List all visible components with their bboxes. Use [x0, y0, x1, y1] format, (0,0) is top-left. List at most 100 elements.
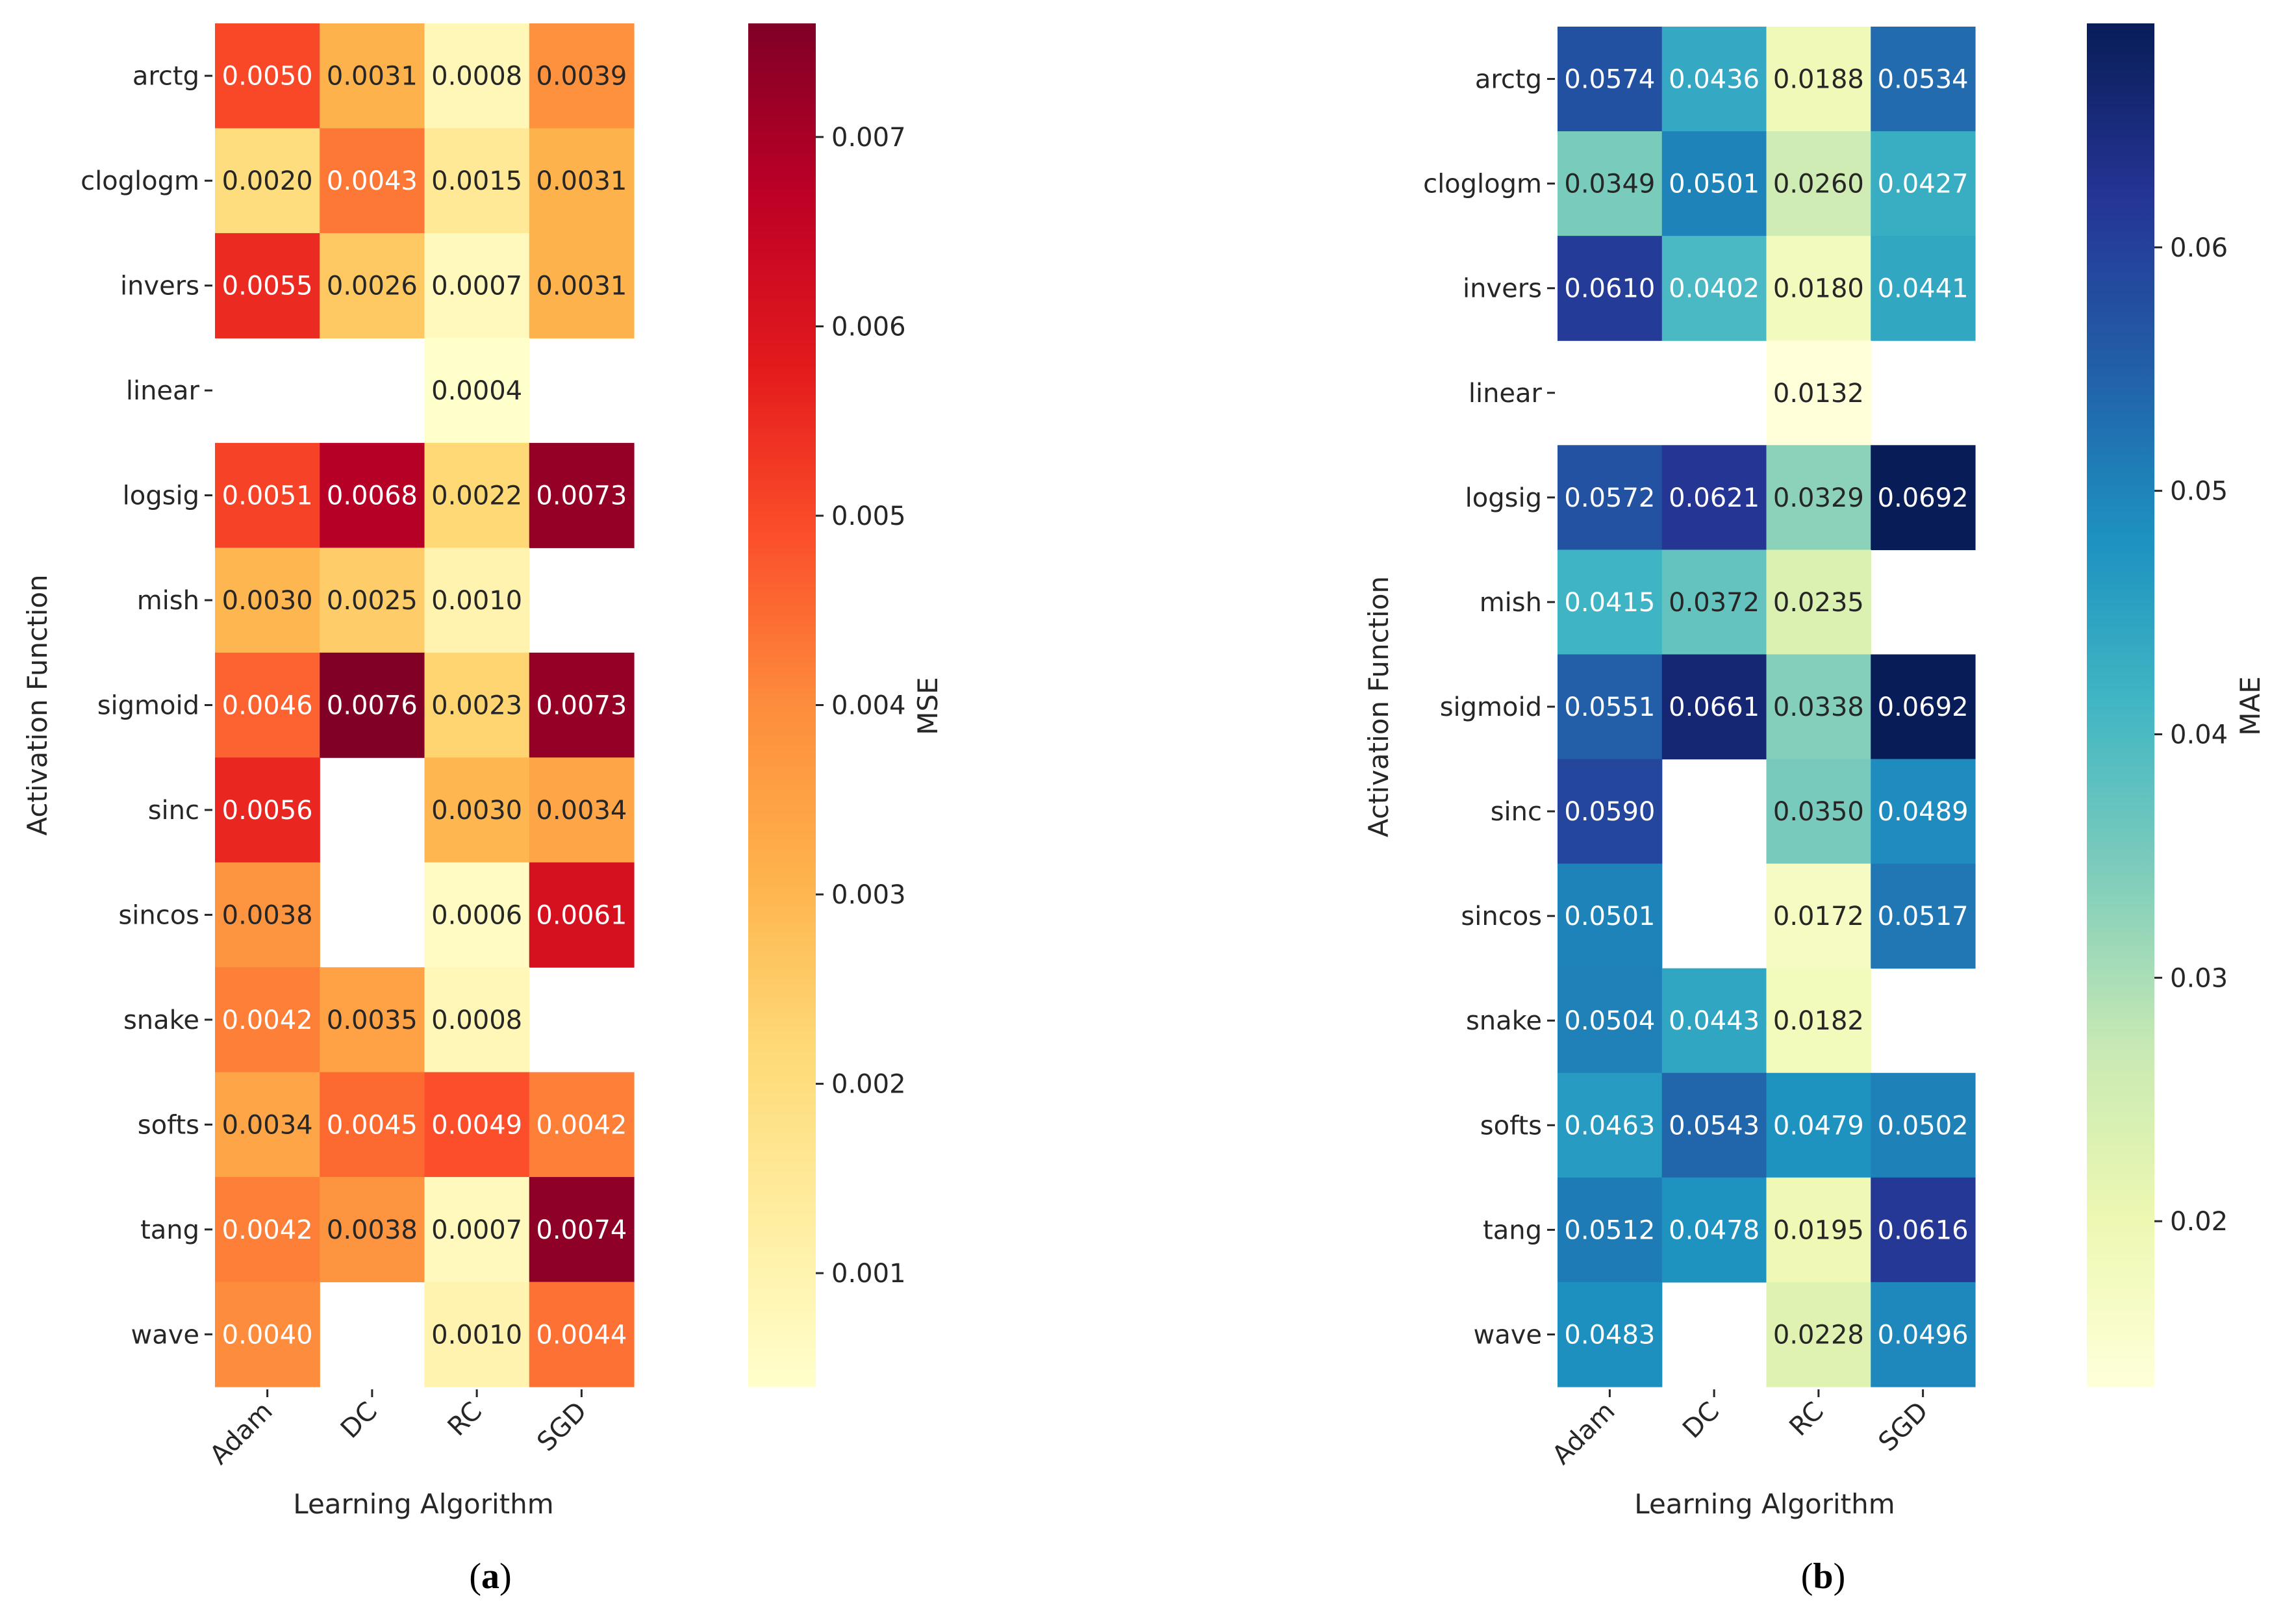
- cell-value-label: 0.0188: [1773, 65, 1864, 95]
- cell-value-label: 0.0478: [1669, 1215, 1760, 1245]
- cell-value-label: 0.0008: [431, 1005, 522, 1035]
- y-tick-label: softs: [138, 1110, 199, 1140]
- heatmap-cell: [424, 1072, 530, 1178]
- colorbar-tick-label: 0.001: [831, 1259, 906, 1289]
- x-tick-label: RC: [442, 1397, 488, 1443]
- colorbar-tick-label: 0.04: [2170, 720, 2228, 750]
- cell-value-label: 0.0436: [1669, 65, 1760, 95]
- panel-caption: (a): [469, 1556, 511, 1597]
- heatmap-cell: [1558, 27, 1663, 132]
- heatmap-cell: [1558, 131, 1663, 236]
- cell-value-label: 0.0042: [222, 1005, 313, 1035]
- heatmap-cell: [1766, 236, 1871, 341]
- cell-value-label: 0.0031: [536, 166, 627, 196]
- heatmap-cell: [320, 23, 425, 129]
- cell-value-label: 0.0043: [327, 166, 418, 196]
- cell-value-label: 0.0073: [536, 481, 627, 511]
- heatmap-cell: [1766, 863, 1871, 969]
- colorbar: [748, 23, 816, 1387]
- heatmap-cell: [424, 442, 530, 548]
- heatmap-cell: [320, 967, 425, 1073]
- cell-value-label: 0.0030: [222, 586, 313, 616]
- cell-value-label: 0.0035: [327, 1005, 418, 1035]
- heatmap-cell: [215, 862, 320, 968]
- cell-value-label: 0.0073: [536, 691, 627, 721]
- heatmap-cell: [1661, 131, 1767, 236]
- cell-value-label: 0.0182: [1773, 1006, 1864, 1036]
- cell-value-label: 0.0543: [1669, 1111, 1760, 1141]
- y-axis-label: Activation Function: [1363, 576, 1394, 837]
- cell-value-label: 0.0020: [222, 166, 313, 196]
- cell-value-label: 0.0046: [222, 691, 313, 721]
- cell-value-label: 0.0502: [1878, 1111, 1969, 1141]
- cell-value-label: 0.0049: [431, 1110, 522, 1140]
- heatmap-cell: [1558, 236, 1663, 341]
- heatmap-cell: [215, 652, 320, 758]
- cell-value-label: 0.0661: [1669, 692, 1760, 722]
- heatmap-cell: [1558, 863, 1663, 969]
- panel-caption: (b): [1801, 1556, 1845, 1597]
- y-tick-label: linear: [126, 376, 200, 406]
- cell-value-label: 0.0228: [1773, 1320, 1864, 1350]
- heatmap-cell: [529, 652, 635, 758]
- cell-value-label: 0.0056: [222, 796, 313, 826]
- caption-letter: a: [481, 1556, 499, 1597]
- heatmap-cell: [215, 1072, 320, 1178]
- y-tick-label: sigmoid: [97, 691, 199, 721]
- heatmap-cell: [1871, 445, 1976, 550]
- cell-value-label: 0.0329: [1773, 483, 1864, 513]
- heatmap-cell: [1766, 1072, 1871, 1178]
- heatmap-cell: [1766, 968, 1871, 1074]
- x-tick-label: DC: [335, 1397, 383, 1445]
- heatmap-cell: [1766, 654, 1871, 760]
- heatmap-cell: [1558, 1177, 1663, 1283]
- cell-value-label: 0.0042: [536, 1110, 627, 1140]
- cell-value-label: 0.0372: [1669, 588, 1760, 618]
- colorbar: [2087, 23, 2154, 1387]
- heatmap-cell: [1871, 1282, 1976, 1387]
- heatmap-cell: [1558, 445, 1663, 550]
- heatmap-cell: [424, 548, 530, 653]
- y-tick-label: snake: [123, 1005, 199, 1035]
- cell-value-label: 0.0004: [431, 376, 522, 406]
- cell-value-label: 0.0338: [1773, 692, 1864, 722]
- cell-value-label: 0.0260: [1773, 170, 1864, 199]
- cell-value-label: 0.0692: [1878, 483, 1969, 513]
- heatmap-cell: [1558, 654, 1663, 760]
- cell-value-label: 0.0022: [431, 481, 522, 511]
- cell-value-label: 0.0402: [1669, 274, 1760, 304]
- cell-value-label: 0.0415: [1564, 588, 1655, 618]
- heatmap-cell: [1871, 131, 1976, 236]
- heatmap-cell: [529, 233, 635, 338]
- y-tick-label: cloglogm: [81, 166, 199, 196]
- caption-paren: (: [1801, 1556, 1813, 1597]
- colorbar-tick-label: 0.002: [831, 1070, 906, 1100]
- cell-value-label: 0.0076: [327, 691, 418, 721]
- cell-value-label: 0.0512: [1564, 1215, 1655, 1245]
- heatmap-panel-b: 0.0574 0.0436 0.0188 0.0534 0.0349 0.0501 0.02…: [1363, 23, 2266, 1597]
- heatmap-cell: [1558, 1282, 1663, 1387]
- heatmap-cell: [320, 652, 425, 758]
- heatmap-cell: [1766, 759, 1871, 865]
- cell-value-label: 0.0427: [1878, 170, 1969, 199]
- cell-value-label: 0.0025: [327, 586, 418, 616]
- heatmap-cell: [529, 1072, 635, 1178]
- cell-value-label: 0.0051: [222, 481, 313, 511]
- cell-value-label: 0.0621: [1669, 483, 1760, 513]
- y-tick-label: logsig: [1465, 483, 1542, 513]
- cell-value-label: 0.0590: [1564, 797, 1655, 827]
- heatmap-cell: [215, 442, 320, 548]
- x-tick-label: RC: [1784, 1397, 1830, 1443]
- cell-value-label: 0.0534: [1878, 65, 1969, 95]
- heatmap-cell: [1766, 1282, 1871, 1387]
- cell-value-label: 0.0038: [327, 1215, 418, 1245]
- cell-value-label: 0.0463: [1564, 1111, 1655, 1141]
- y-tick-label: snake: [1466, 1006, 1542, 1036]
- heatmap-cell: [1558, 1072, 1663, 1178]
- heatmap-cell: [1661, 445, 1767, 550]
- y-tick-label: sinc: [148, 796, 199, 826]
- heatmap-panel-a: 0.0050 0.0031 0.0008 0.0039 0.0020 0.0043 0.00…: [21, 23, 944, 1597]
- colorbar-tick-label: 0.05: [2170, 477, 2228, 507]
- heatmap-cell: [424, 1177, 530, 1283]
- heatmap-cell: [1558, 759, 1663, 865]
